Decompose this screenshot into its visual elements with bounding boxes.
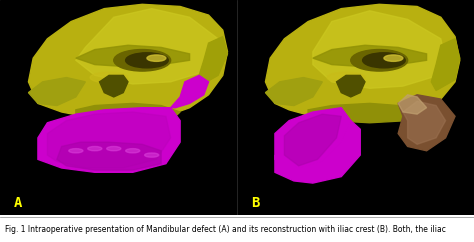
Polygon shape [199,37,228,86]
Polygon shape [57,142,161,170]
Polygon shape [100,76,128,97]
Polygon shape [265,77,322,106]
Polygon shape [275,108,351,168]
Polygon shape [403,101,446,144]
Ellipse shape [363,53,405,68]
Ellipse shape [90,72,128,83]
Polygon shape [76,103,180,123]
Ellipse shape [126,149,140,153]
Text: Fig. 1 Intraoperative presentation of Mandibular defect (A) and its reconstructi: Fig. 1 Intraoperative presentation of Ma… [5,225,446,234]
Text: B: B [251,196,260,210]
Polygon shape [313,11,446,88]
Ellipse shape [384,55,403,61]
Ellipse shape [351,50,408,71]
Polygon shape [28,77,85,106]
Polygon shape [265,4,460,119]
Polygon shape [171,76,209,108]
Polygon shape [47,112,171,168]
Polygon shape [28,4,228,121]
Polygon shape [431,39,460,91]
Polygon shape [76,45,190,67]
Polygon shape [275,121,360,183]
Ellipse shape [327,72,365,83]
Polygon shape [313,45,427,67]
Ellipse shape [126,53,168,68]
Polygon shape [38,108,180,172]
Ellipse shape [107,146,121,151]
Polygon shape [308,103,417,123]
Ellipse shape [69,149,83,153]
Bar [237,0,474,215]
Ellipse shape [145,153,159,157]
Text: A: A [14,196,23,210]
Polygon shape [398,95,455,151]
Polygon shape [398,95,427,114]
Ellipse shape [147,55,166,61]
Polygon shape [337,76,365,97]
Ellipse shape [88,146,102,151]
Ellipse shape [114,50,171,71]
Polygon shape [76,9,218,84]
Bar [0,0,237,215]
Polygon shape [284,114,341,166]
